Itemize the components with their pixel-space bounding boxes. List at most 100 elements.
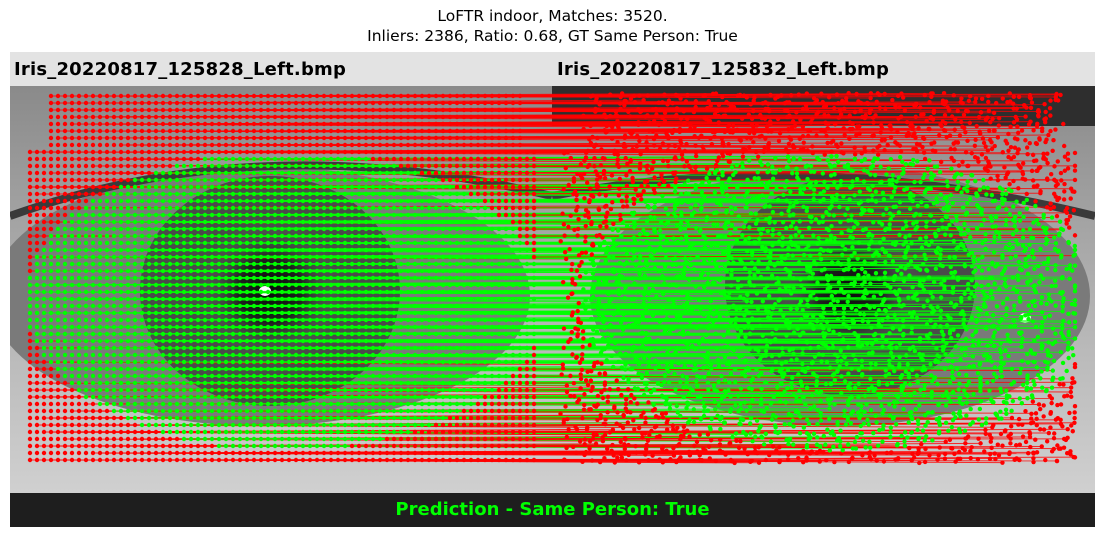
keypoint-left [300, 142, 306, 148]
keypoint-right [712, 242, 718, 247]
keypoint-right [1017, 211, 1022, 216]
keypoint-right [603, 130, 609, 135]
keypoint-left [83, 135, 89, 141]
keypoint-left [321, 93, 327, 99]
keypoint-right [729, 267, 734, 273]
keypoint-right [764, 283, 770, 289]
keypoint-right [618, 212, 623, 218]
keypoint-right [734, 238, 740, 243]
keypoint-right [877, 240, 883, 245]
keypoint-left [188, 191, 194, 197]
keypoint-right [692, 124, 697, 129]
keypoint-right [684, 141, 689, 147]
keypoint-left [174, 205, 180, 211]
keypoint-left [391, 261, 397, 267]
keypoint-left [489, 275, 495, 281]
keypoint-right [720, 189, 725, 195]
keypoint-left [62, 289, 68, 295]
keypoint-right [631, 235, 637, 241]
keypoint-right [1002, 276, 1008, 282]
keypoint-right [638, 151, 643, 157]
keypoint-left [370, 233, 376, 239]
keypoint-left [440, 135, 446, 141]
keypoint-right [751, 98, 756, 103]
keypoint-left [146, 261, 152, 267]
keypoint-right [989, 140, 994, 145]
keypoint-left [489, 121, 495, 127]
keypoint-left [475, 149, 481, 155]
keypoint-right [639, 183, 644, 189]
keypoint-left [237, 212, 243, 218]
keypoint-right [604, 123, 609, 129]
keypoint-left [223, 233, 229, 239]
keypoint-left [482, 170, 488, 176]
keypoint-right [1021, 214, 1026, 220]
keypoint-left [209, 219, 215, 225]
keypoint-left [524, 156, 530, 162]
keypoint-left [272, 135, 278, 141]
keypoint-right [1067, 225, 1072, 230]
keypoint-left [468, 135, 474, 141]
keypoint-left [391, 282, 397, 288]
keypoint-right [600, 155, 606, 161]
keypoint-right [791, 156, 796, 161]
keypoint-left [76, 142, 82, 148]
keypoint-left [132, 191, 138, 197]
keypoint-left [41, 240, 47, 246]
keypoint-left [314, 142, 320, 148]
keypoint-left [195, 93, 201, 99]
keypoint-right [1035, 113, 1041, 118]
keypoint-left [230, 226, 236, 232]
keypoint-right [857, 189, 863, 194]
keypoint-left [258, 233, 264, 239]
keypoint-left [391, 226, 397, 232]
keypoint-right [840, 243, 845, 248]
keypoint-right [812, 259, 817, 265]
keypoint-right [630, 147, 635, 152]
keypoint-right [1025, 271, 1031, 277]
keypoint-right [921, 261, 926, 267]
keypoint-right [825, 158, 831, 163]
keypoint-right [744, 200, 749, 206]
keypoint-left [237, 142, 243, 148]
keypoint-left [139, 114, 145, 120]
keypoint-right [708, 136, 713, 141]
keypoint-right [576, 253, 582, 258]
keypoint-left [34, 282, 40, 288]
keypoint-right [873, 271, 879, 276]
keypoint-left [405, 289, 411, 295]
keypoint-left [272, 233, 278, 239]
keypoint-left [356, 282, 362, 288]
keypoint-left [300, 107, 306, 113]
keypoint-left [531, 205, 537, 211]
keypoint-left [398, 170, 404, 176]
keypoint-left [146, 156, 152, 162]
keypoint-right [637, 261, 643, 266]
keypoint-left [517, 233, 523, 239]
keypoint-right [1024, 264, 1029, 269]
keypoint-left [293, 254, 299, 260]
keypoint-left [202, 268, 208, 274]
keypoint-left [251, 114, 257, 120]
keypoint-left [125, 275, 131, 281]
keypoint-right [678, 227, 683, 232]
keypoint-right [1023, 246, 1029, 251]
keypoint-left [468, 114, 474, 120]
keypoint-left [363, 156, 369, 162]
keypoint-right [952, 147, 957, 152]
keypoint-left [307, 289, 313, 295]
keypoint-left [27, 156, 33, 162]
keypoint-right [794, 171, 800, 176]
keypoint-left [363, 121, 369, 127]
keypoint-right [942, 286, 947, 292]
keypoint-left [384, 107, 390, 113]
keypoint-right [786, 208, 791, 214]
keypoint-left [167, 107, 173, 113]
keypoint-left [118, 247, 124, 253]
keypoint-right [644, 140, 649, 145]
keypoint-right [873, 199, 879, 204]
keypoint-left [510, 142, 516, 148]
keypoint-right [670, 170, 676, 176]
keypoint-right [908, 191, 913, 196]
keypoint-right [745, 248, 750, 254]
